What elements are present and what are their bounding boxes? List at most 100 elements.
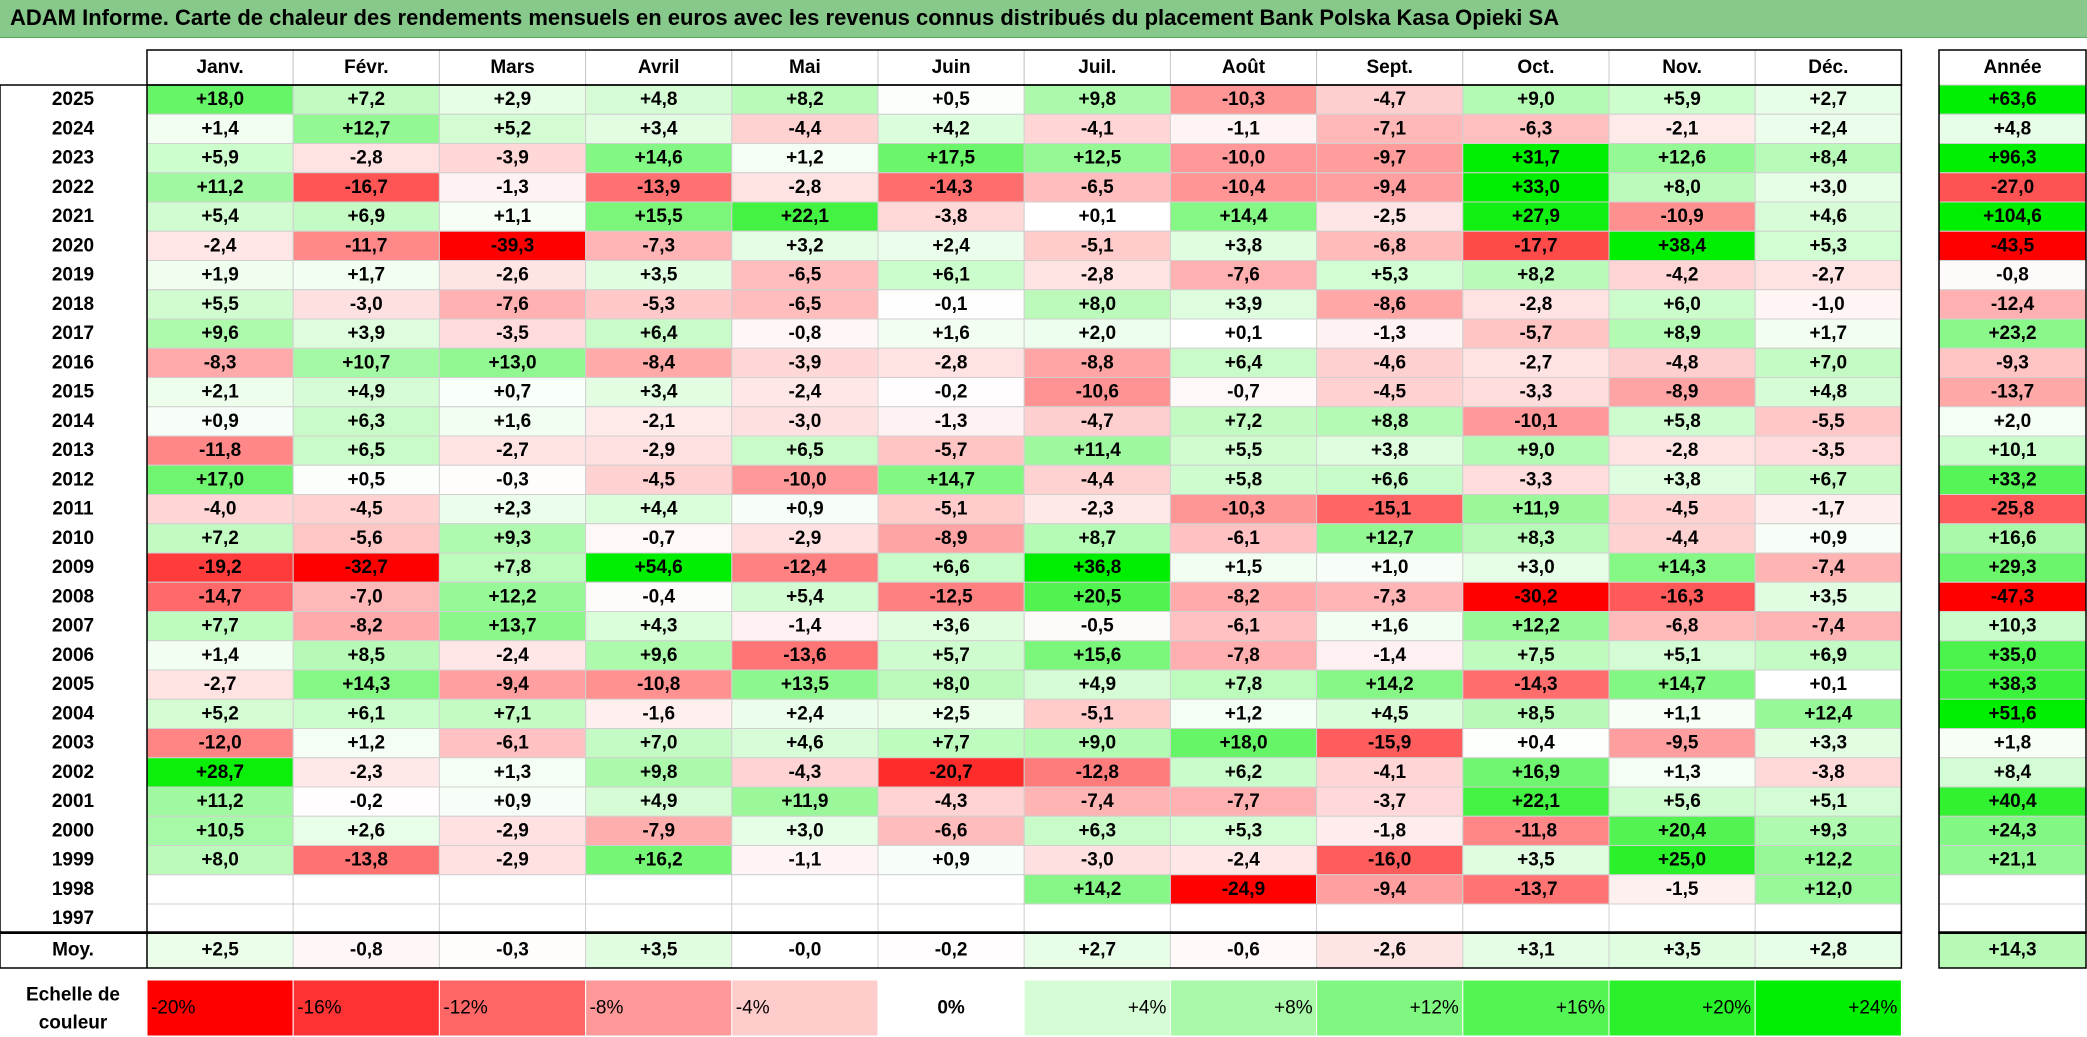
year-label: 2018 <box>52 294 94 315</box>
year-label: 2021 <box>52 206 95 227</box>
year-label: 2022 <box>52 177 94 198</box>
cell-value: -6,1 <box>496 733 529 754</box>
heatmap-cell <box>1754 786 1902 817</box>
average-cell <box>585 931 733 969</box>
cell-value: +9,3 <box>494 528 532 549</box>
cell-value: +4,6 <box>786 733 824 754</box>
heatmap-cell <box>146 640 294 671</box>
cell-value: +3,8 <box>1663 469 1701 490</box>
heatmap-cell <box>1754 347 1902 378</box>
heatmap-cell <box>585 728 733 759</box>
heatmap-cell <box>585 698 733 729</box>
heatmap-cell <box>731 201 879 232</box>
cell-value: +2,1 <box>201 382 239 403</box>
heatmap-cell <box>585 260 733 291</box>
heatmap-cell <box>292 435 440 466</box>
heatmap-cell <box>146 786 294 817</box>
annual-value: +10,3 <box>1988 616 2036 637</box>
heatmap-cell <box>1169 289 1318 320</box>
heatmap-cell <box>1754 698 1902 729</box>
heatmap-cell <box>585 903 733 934</box>
cell-value: -2,8 <box>1520 294 1553 315</box>
heatmap-cell <box>1608 698 1756 729</box>
heatmap-cell <box>1608 552 1756 583</box>
heatmap-cell <box>877 113 1025 144</box>
cell-value: +7,7 <box>201 616 239 637</box>
heatmap-cell <box>1316 377 1464 408</box>
heatmap-cell <box>1462 552 1610 583</box>
heatmap-cell <box>1316 874 1464 905</box>
cell-value: +7,2 <box>1225 411 1263 432</box>
heatmap-cell <box>1316 494 1464 525</box>
annual-average-value: +14,3 <box>1988 940 2036 961</box>
cell-value: -1,3 <box>1373 323 1406 344</box>
cell-value: +0,9 <box>932 850 970 871</box>
heatmap-cell <box>292 347 440 378</box>
cell-value: -9,4 <box>496 674 529 695</box>
heatmap-cell <box>1462 377 1610 408</box>
cell-value: -0,7 <box>642 528 675 549</box>
average-cell <box>1023 931 1171 969</box>
heatmap-cell <box>1754 435 1902 466</box>
heatmap-cell <box>1316 581 1464 612</box>
cell-value: -3,9 <box>496 148 529 169</box>
heatmap-cell <box>146 903 294 934</box>
average-value: +2,7 <box>1079 940 1117 961</box>
cell-value: +8,0 <box>1663 177 1701 198</box>
cell-value: -0,7 <box>1227 382 1260 403</box>
cell-value: +11,9 <box>1512 499 1559 520</box>
cell-value: -7,6 <box>1227 265 1260 286</box>
cell-value: +18,0 <box>1219 733 1267 754</box>
heatmap-cell <box>1316 84 1464 115</box>
heatmap-cell <box>1462 698 1610 729</box>
cell-value: -5,1 <box>935 499 968 520</box>
heatmap-cell <box>292 611 440 642</box>
cell-value: +0,9 <box>201 411 239 432</box>
annual-average-border <box>1938 931 2087 969</box>
cell-value: +4,8 <box>1810 382 1848 403</box>
average-value: +2,5 <box>201 940 239 961</box>
cell-value: +9,6 <box>201 323 239 344</box>
cell-value: +38,4 <box>1658 235 1707 256</box>
month-header-cell <box>731 49 879 86</box>
cell-value: +6,4 <box>1225 352 1263 373</box>
heatmap-cell <box>731 523 879 554</box>
heatmap-cell <box>585 845 733 876</box>
cell-value: +11,4 <box>1074 440 1121 461</box>
heatmap-cell <box>1462 728 1610 759</box>
cell-value: +11,2 <box>197 791 244 812</box>
heatmap-cell <box>438 669 587 700</box>
cell-value: -39,3 <box>491 235 534 256</box>
heatmap-cell <box>585 318 733 349</box>
heatmap-cell <box>1608 903 1756 934</box>
cell-value: -4,3 <box>935 791 968 812</box>
cell-value: +33,0 <box>1512 177 1560 198</box>
scale-swatch <box>1754 979 1902 1037</box>
annual-value: -0,8 <box>1996 265 2029 286</box>
cell-value: +5,3 <box>1225 820 1263 841</box>
heatmap-cell <box>1462 347 1610 378</box>
heatmap-cell <box>1608 728 1756 759</box>
cell-value: -9,7 <box>1373 148 1406 169</box>
cell-value: -6,5 <box>1081 177 1114 198</box>
heatmap-cell <box>585 757 733 788</box>
cell-value: +1,3 <box>1663 762 1701 783</box>
cell-value: -2,1 <box>1666 118 1699 139</box>
cell-value: -2,9 <box>642 440 675 461</box>
heatmap-cell <box>1754 845 1902 876</box>
cell-value: -7,4 <box>1081 791 1114 812</box>
heatmap-cell <box>1608 523 1756 554</box>
cell-value: +3,5 <box>1810 586 1848 607</box>
heatmap-cell <box>292 523 440 554</box>
cell-value: +10,7 <box>342 352 390 373</box>
cell-value: +7,8 <box>494 557 532 578</box>
average-value: +3,5 <box>1663 940 1701 961</box>
cell-value: -10,6 <box>1076 382 1119 403</box>
cell-value: +25,0 <box>1658 850 1706 871</box>
year-label: 2015 <box>52 382 95 403</box>
cell-value: +6,1 <box>932 265 970 286</box>
annual-value: +104,6 <box>1983 206 2042 227</box>
cell-value: +14,3 <box>1658 557 1706 578</box>
year-label: 1998 <box>52 879 94 900</box>
annual-header: Année <box>1983 57 2041 78</box>
